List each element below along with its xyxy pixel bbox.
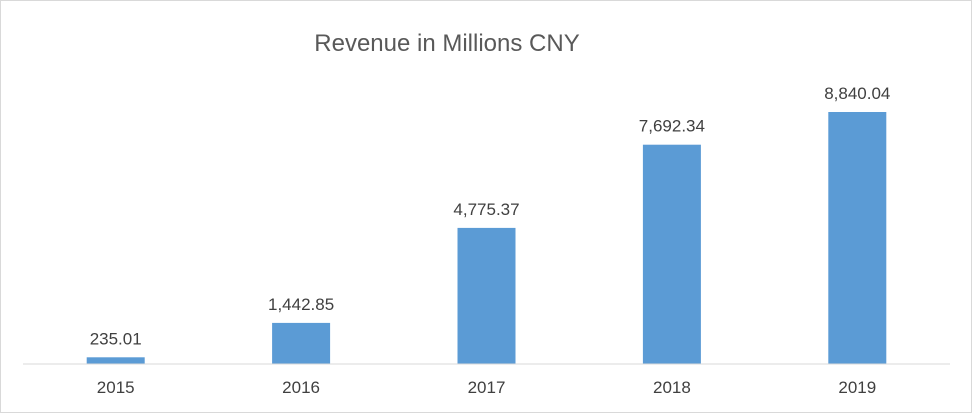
x-tick-label-2019: 2019 [838, 378, 876, 397]
bars-group [86, 112, 887, 364]
bar-2015 [86, 357, 145, 364]
bar-2019 [828, 112, 887, 364]
data-label-2016: 1,442.85 [268, 295, 334, 314]
data-label-2018: 7,692.34 [639, 117, 705, 136]
data-label-2017: 4,775.37 [453, 200, 519, 219]
chart-title: Revenue in Millions CNY [314, 30, 579, 57]
data-label-2015: 235.01 [90, 329, 142, 348]
x-tick-label-2015: 2015 [97, 378, 135, 397]
x-tick-labels-group: 2015 2016 2017 2018 2019 [97, 378, 876, 397]
bar-2018 [642, 144, 701, 364]
x-tick-label-2018: 2018 [653, 378, 691, 397]
bar-2017 [457, 227, 516, 364]
x-tick-label-2017: 2017 [468, 378, 506, 397]
x-tick-label-2016: 2016 [282, 378, 320, 397]
bar-2016 [272, 322, 331, 364]
data-labels-group: 235.01 1,442.85 4,775.37 7,692.34 8,840.04 [90, 84, 891, 348]
data-label-2019: 8,840.04 [824, 84, 890, 103]
